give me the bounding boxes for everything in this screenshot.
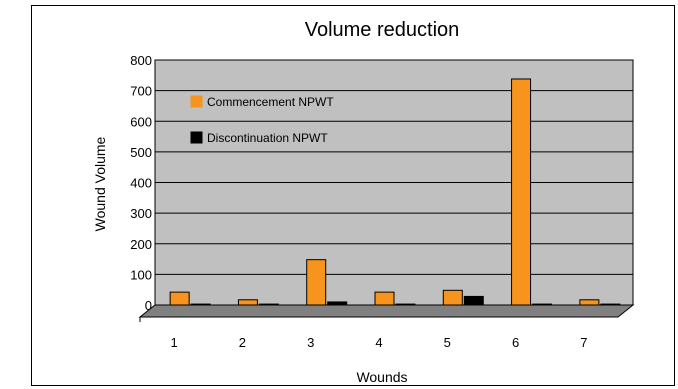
bar-commencement <box>169 291 190 306</box>
y-tick-label: 800 <box>130 53 152 68</box>
y-tick-label: 400 <box>130 176 152 191</box>
x-tick-label: 7 <box>580 335 587 350</box>
legend-swatch <box>190 131 203 144</box>
bar-discontinuation <box>463 295 484 306</box>
y-axis-ticks: 0 100 200 300 400 500 600 700 800 <box>130 53 156 313</box>
y-axis-label: Wound Volume <box>92 136 108 231</box>
floor <box>138 304 635 322</box>
y-tick-label: 100 <box>130 267 152 282</box>
x-tick-label: 6 <box>512 335 519 350</box>
x-tick-label: 1 <box>171 335 178 350</box>
y-tick-label: 500 <box>130 145 152 160</box>
bar-commencement <box>306 259 327 306</box>
y-tick-label: 300 <box>130 206 152 221</box>
x-axis-label: Wounds <box>356 369 407 385</box>
bar-commencement <box>237 299 258 306</box>
x-tick-label: 3 <box>307 335 314 350</box>
plot-floor <box>138 304 635 318</box>
bar-commencement <box>442 289 463 306</box>
x-tick-label: 2 <box>239 335 246 350</box>
gridlines <box>155 90 633 275</box>
y-tick-label: 700 <box>130 84 152 99</box>
bar-commencement <box>579 299 600 306</box>
x-tick-label: 4 <box>375 335 382 350</box>
x-tick-label: 5 <box>444 335 451 350</box>
y-tick-label: 600 <box>130 114 152 129</box>
bar-commencement <box>374 291 395 306</box>
legend-swatch <box>190 95 203 108</box>
legend-label: Commencement NPWT <box>207 95 334 109</box>
legend-label: Discontinuation NPWT <box>207 131 328 145</box>
legend: Commencement NPWT Discontinuation NPWT <box>190 95 334 145</box>
bar-commencement <box>511 78 532 306</box>
chart-title: Volume reduction <box>305 19 460 41</box>
x-axis-ticks: 1 2 3 4 5 6 7 <box>171 335 588 350</box>
y-tick-label: 200 <box>130 237 152 252</box>
y-tick-label: 0 <box>145 298 152 313</box>
